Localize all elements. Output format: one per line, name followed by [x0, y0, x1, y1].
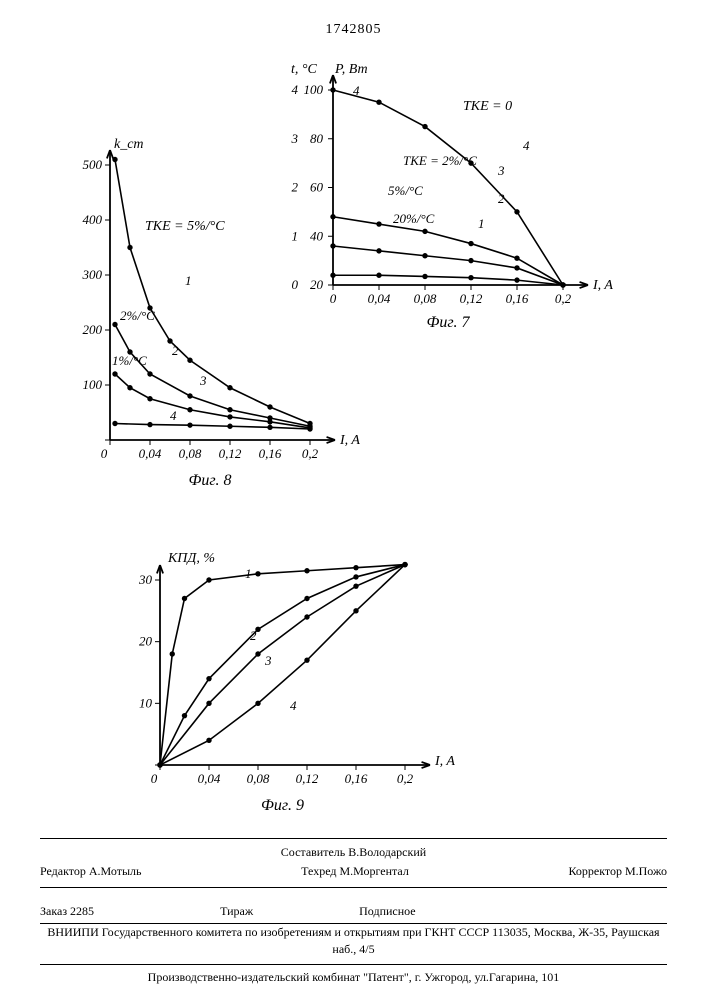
svg-text:0,16: 0,16: [506, 291, 529, 306]
svg-text:4: 4: [292, 82, 299, 97]
svg-text:TKE = 0: TKE = 0: [463, 99, 512, 114]
svg-text:Фиг. 8: Фиг. 8: [189, 472, 232, 489]
svg-text:Фиг. 7: Фиг. 7: [427, 314, 471, 331]
svg-text:100: 100: [83, 377, 103, 392]
svg-text:3: 3: [497, 163, 505, 178]
svg-text:I, A: I, A: [339, 433, 360, 448]
svg-text:0,04: 0,04: [139, 446, 162, 461]
svg-text:2%/°C: 2%/°C: [120, 308, 155, 323]
svg-text:5%/°C: 5%/°C: [388, 183, 423, 198]
svg-text:P, Вт: P, Вт: [334, 62, 368, 77]
svg-text:0,2: 0,2: [302, 446, 319, 461]
svg-text:0,08: 0,08: [179, 446, 202, 461]
svg-text:1: 1: [185, 273, 192, 288]
org-line: ВНИИПИ Государственного комитета по изоб…: [40, 924, 667, 965]
svg-text:0,2: 0,2: [397, 771, 414, 786]
publisher-line: Производственно-издательский комбинат "П…: [40, 970, 667, 985]
fig8-chart: 0,04 0,08 0,12 0,16 0,2 0 100 200 300 400 500 k_ст I…: [60, 130, 360, 500]
svg-text:TKE = 2%/°C: TKE = 2%/°C: [403, 153, 477, 168]
svg-text:TKE = 5%/°C: TKE = 5%/°C: [145, 219, 225, 234]
svg-text:1: 1: [478, 216, 485, 231]
svg-text:Фиг. 9: Фиг. 9: [261, 797, 304, 814]
order-row: Заказ 2285 Тираж Подписное: [40, 900, 667, 924]
svg-text:2: 2: [250, 628, 257, 643]
svg-text:КПД, %: КПД, %: [167, 551, 215, 566]
compiler-label: Составитель В.Володарский: [281, 843, 426, 862]
svg-text:300: 300: [82, 267, 103, 282]
order-label: Заказ 2285: [40, 904, 94, 919]
editor-label: Редактор А.Мотыль: [40, 862, 142, 881]
svg-text:0,08: 0,08: [414, 291, 437, 306]
svg-text:0,12: 0,12: [219, 446, 242, 461]
svg-text:30: 30: [138, 572, 153, 587]
svg-text:2: 2: [498, 191, 505, 206]
svg-text:10: 10: [139, 695, 153, 710]
svg-text:0,16: 0,16: [345, 771, 368, 786]
svg-text:4: 4: [353, 83, 360, 98]
svg-text:20%/°C: 20%/°C: [393, 211, 435, 226]
svg-text:I, A: I, A: [592, 278, 613, 293]
svg-text:0,12: 0,12: [460, 291, 483, 306]
svg-text:1%/°C: 1%/°C: [112, 353, 147, 368]
svg-text:20: 20: [139, 634, 153, 649]
svg-text:2: 2: [172, 343, 179, 358]
svg-text:4: 4: [170, 408, 177, 423]
svg-text:4: 4: [523, 138, 530, 153]
svg-text:3: 3: [264, 653, 272, 668]
corrector-label: Корректор М.Пожо: [568, 862, 667, 881]
fig9-chart: 0,04 0,08 0,12 0,16 0,2 0 10 20 30 КПД, % I, A 1 23 4…: [110, 540, 460, 820]
svg-text:500: 500: [83, 157, 103, 172]
svg-text:400: 400: [83, 212, 103, 227]
svg-text:4: 4: [290, 698, 297, 713]
svg-text:3: 3: [199, 373, 207, 388]
svg-text:200: 200: [83, 322, 103, 337]
svg-text:100: 100: [304, 82, 324, 97]
svg-text:t, °C: t, °C: [291, 62, 317, 77]
svg-text:0,04: 0,04: [198, 771, 221, 786]
page-number: 1742805: [326, 22, 382, 38]
svg-text:0: 0: [151, 771, 158, 786]
tech-label: Техред М.Моргентал: [301, 862, 409, 881]
subscript-label: Подписное: [359, 904, 416, 919]
svg-text:0,16: 0,16: [259, 446, 282, 461]
tirazh-label: Тираж: [220, 904, 253, 919]
svg-text:0: 0: [101, 446, 108, 461]
svg-text:0,04: 0,04: [368, 291, 391, 306]
svg-text:I, A: I, A: [434, 754, 455, 769]
svg-text:0,12: 0,12: [296, 771, 319, 786]
svg-text:k_ст: k_ст: [114, 137, 144, 152]
svg-text:0,2: 0,2: [555, 291, 572, 306]
svg-text:1: 1: [245, 566, 252, 581]
credits-block: Составитель В.Володарский Редактор А.Мот…: [40, 838, 667, 888]
svg-text:0,08: 0,08: [247, 771, 270, 786]
